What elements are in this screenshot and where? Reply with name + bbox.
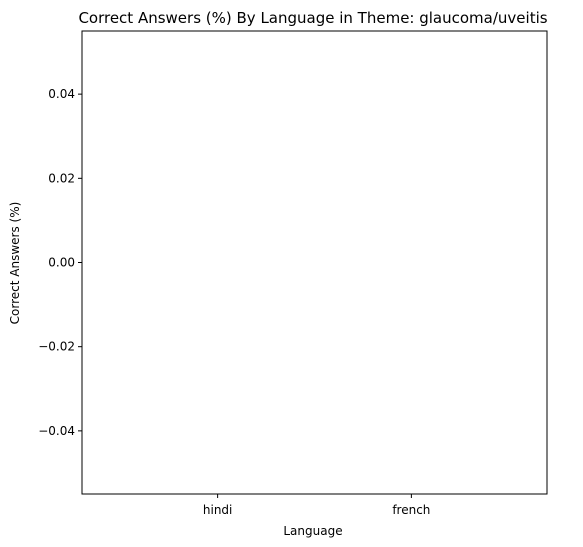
chart-title: Correct Answers (%) By Language in Theme… [78,9,547,27]
y-axis: 0.04 0.02 0.00 −0.02 −0.04 [38,87,82,438]
x-tick-label: french [392,503,430,517]
y-tick-label: −0.04 [38,424,75,438]
y-tick-label: −0.02 [38,340,75,354]
plot-frame [81,30,548,495]
y-tick-label: 0.00 [48,256,75,270]
x-axis: hindi french [203,494,430,517]
y-tick-label: 0.04 [48,87,75,101]
y-tick-label: 0.02 [48,171,75,185]
y-axis-label: Correct Answers (%) [8,202,22,325]
x-axis-label: Language [283,524,342,538]
x-tick-label: hindi [203,503,233,517]
